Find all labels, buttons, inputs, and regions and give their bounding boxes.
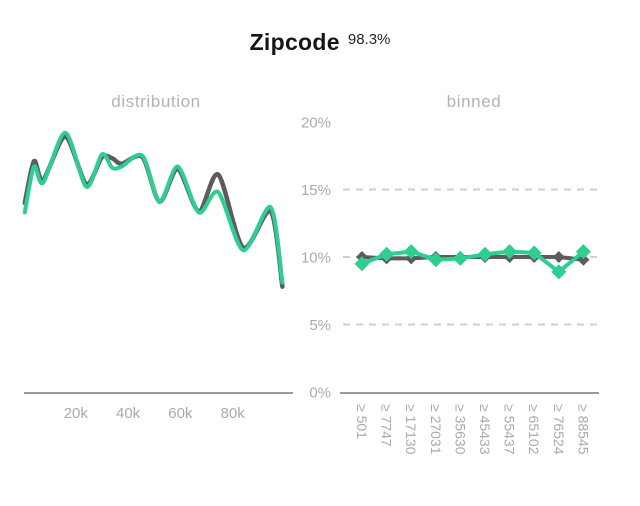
binned-current-marker-5 (477, 246, 493, 262)
binned-x-label-7: ≥ 65102 (526, 404, 542, 455)
title-text: Zipcode (249, 29, 340, 55)
distribution-x-tick-40k: 40k (116, 405, 141, 422)
binned-current-marker-9 (575, 244, 591, 260)
binned-x-label-5: ≥ 45433 (477, 404, 493, 455)
distribution-current-line (22, 130, 285, 285)
distribution-x-tick-20k: 20k (64, 405, 89, 422)
distribution-x-tick-80k: 80k (221, 405, 246, 422)
binned-x-label-3: ≥ 27031 (428, 404, 444, 455)
page-title: Zipcode 98.3% (0, 29, 640, 55)
binned-x-label-4: ≥ 35630 (452, 404, 468, 455)
binned-current-line (361, 249, 585, 274)
binned-current-marker-3 (428, 252, 444, 268)
y-tick-label-10pct: 10% (301, 250, 331, 267)
distribution-chart-title: distribution (111, 92, 201, 111)
distribution-baseline-line (22, 134, 285, 289)
distribution-x-tick-60k: 60k (168, 405, 193, 422)
binned-x-label-1: ≥ 7747 (379, 404, 395, 447)
y-tick-label-5pct: 5% (309, 317, 331, 334)
binned-current-marker-1 (379, 246, 395, 262)
binned-current-marker-6 (502, 244, 518, 260)
y-tick-label-20pct: 20% (301, 115, 331, 132)
binned-current-marker-4 (452, 250, 468, 266)
binned-current-marker-8 (551, 264, 567, 280)
binned-chart-title: binned (446, 92, 502, 111)
binned-current-marker-7 (526, 245, 542, 261)
y-tick-label-0pct: 0% (309, 385, 331, 402)
binned-x-label-2: ≥ 17130 (403, 404, 419, 455)
binned-baseline-marker-8 (552, 251, 565, 263)
binned-x-label-8: ≥ 76524 (551, 404, 567, 455)
binned-current-marker-2 (403, 244, 419, 260)
binned-x-label-0: ≥ 501 (354, 404, 370, 439)
binned-x-label-6: ≥ 55437 (502, 404, 518, 455)
title-score: 98.3% (347, 31, 391, 48)
binned-current-marker-0 (354, 256, 370, 272)
y-tick-label-15pct: 15% (301, 182, 331, 199)
binned-x-label-9: ≥ 88545 (575, 404, 591, 455)
binned-baseline-marker-9 (577, 253, 590, 266)
